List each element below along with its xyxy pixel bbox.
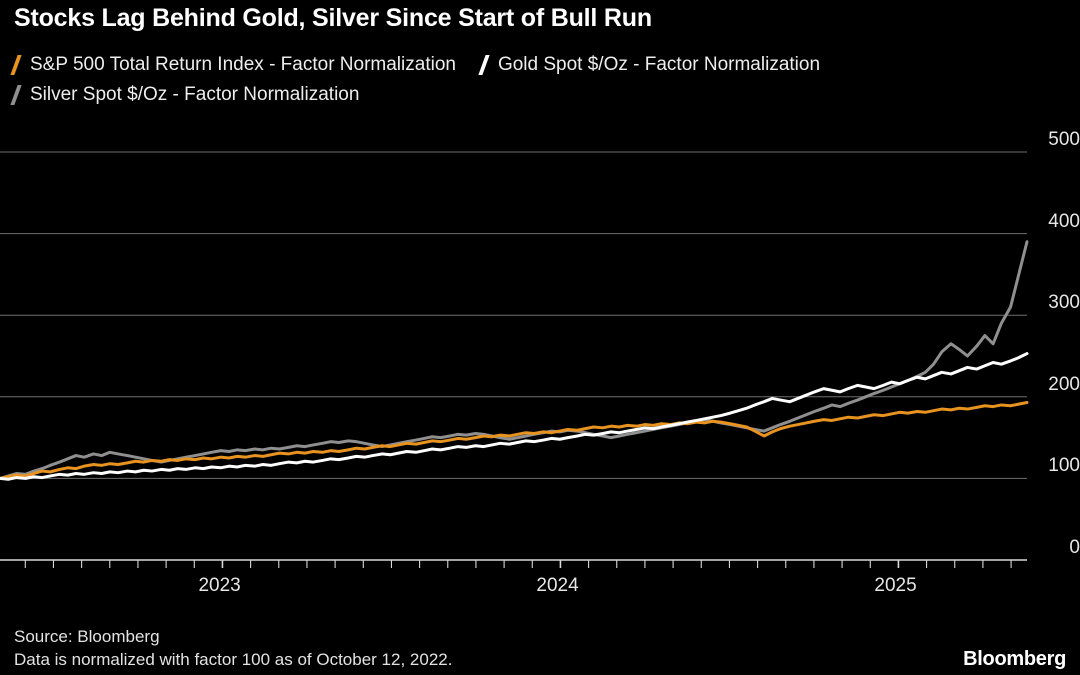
chart-plot-area bbox=[0, 118, 1080, 568]
x-tick-label-2025: 2025 bbox=[874, 575, 917, 596]
chart-footer: Source: Bloomberg Data is normalized wit… bbox=[14, 625, 1066, 671]
legend-row-2: Silver Spot $/Oz - Factor Normalization bbox=[10, 80, 1070, 110]
footer-note: Data is normalized with factor 100 as of… bbox=[14, 650, 453, 669]
y-tick-label-100: 100 bbox=[1048, 455, 1080, 477]
bloomberg-wordmark: Bloomberg bbox=[963, 648, 1066, 670]
x-tick-label-2024: 2024 bbox=[536, 575, 579, 596]
legend-row-1: S&P 500 Total Return Index - Factor Norm… bbox=[10, 50, 1070, 80]
x-tick-label-2023: 2023 bbox=[198, 575, 241, 596]
page-title: Stocks Lag Behind Gold, Silver Since Sta… bbox=[14, 4, 652, 32]
series-line-1 bbox=[0, 352, 1029, 481]
y-tick-label-200: 200 bbox=[1048, 373, 1080, 395]
legend-slash-icon-silver bbox=[10, 84, 23, 105]
y-axis-labels: 0 100 200 300 400 500 bbox=[1030, 118, 1080, 578]
footer-source: Source: Bloomberg bbox=[14, 627, 160, 646]
legend-label-silver: Silver Spot $/Oz - Factor Normalization bbox=[30, 84, 360, 105]
chart-legend: S&P 500 Total Return Index - Factor Norm… bbox=[10, 50, 1070, 110]
legend-label-gold: Gold Spot $/Oz - Factor Normalization bbox=[497, 54, 821, 75]
legend-slash-icon-sp500 bbox=[10, 54, 23, 75]
y-tick-label-400: 400 bbox=[1048, 210, 1080, 232]
y-tick-label-0: 0 bbox=[1069, 537, 1080, 558]
legend-item-silver[interactable]: Silver Spot $/Oz - Factor Normalization bbox=[10, 84, 360, 105]
legend-item-gold[interactable]: Gold Spot $/Oz - Factor Normalization bbox=[478, 54, 821, 75]
y-tick-label-500: 500 bbox=[1048, 129, 1080, 150]
legend-slash-icon-gold bbox=[478, 54, 491, 75]
series-line-0 bbox=[0, 401, 1029, 480]
y-tick-label-300: 300 bbox=[1048, 292, 1080, 314]
x-axis-labels: 2023 2024 2025 bbox=[0, 575, 1080, 605]
legend-label-sp500: S&P 500 Total Return Index - Factor Norm… bbox=[30, 54, 456, 75]
legend-item-sp500[interactable]: S&P 500 Total Return Index - Factor Norm… bbox=[10, 54, 456, 75]
